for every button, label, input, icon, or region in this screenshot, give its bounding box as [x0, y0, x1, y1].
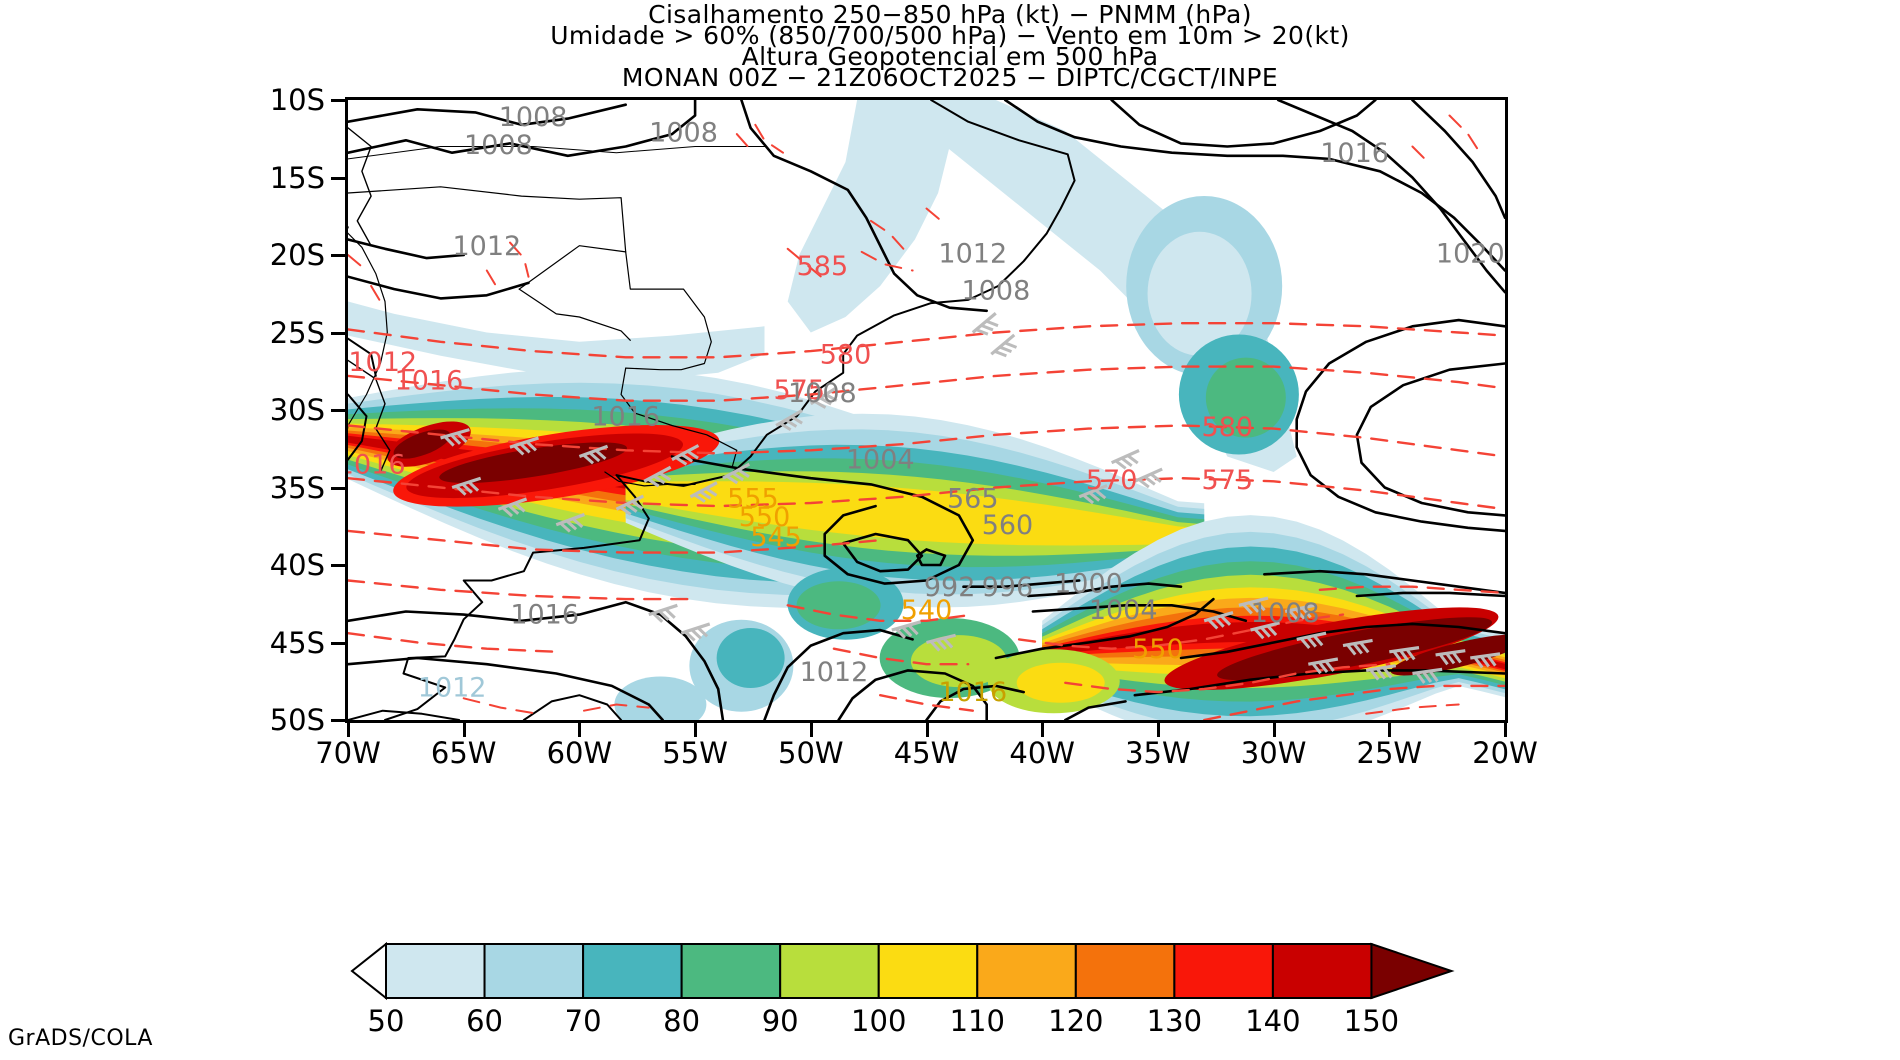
colorbar-tick-label: 70	[564, 1004, 602, 1038]
contour-label: 1016	[591, 401, 660, 432]
contour-label: 1012	[938, 239, 1007, 270]
x-axis-tick	[925, 723, 929, 737]
contour-label: 585	[797, 251, 849, 282]
contour-label: 580	[1202, 412, 1254, 443]
y-axis-label: 25S	[269, 315, 325, 350]
x-axis-label: 55W	[662, 736, 728, 770]
y-axis-label: 50S	[269, 703, 325, 737]
contour-label: 1016	[395, 366, 464, 397]
y-axis-label: 35S	[269, 470, 325, 505]
colorbar-tick-label: 90	[761, 1004, 799, 1038]
x-axis-tick	[1504, 723, 1507, 737]
y-axis-tick	[331, 641, 345, 645]
y-axis-tick	[331, 99, 345, 102]
grads-credit: GrADS/COLA	[8, 1026, 153, 1051]
x-axis-tick	[1041, 723, 1045, 737]
contour-label: 1008	[464, 130, 533, 161]
colorbar-tick-label: 60	[466, 1004, 503, 1038]
colorbar-tick-label: 100	[851, 1004, 907, 1038]
y-axis-tick	[331, 564, 345, 567]
title-line-2: Umidade > 60% (850/700/500 hPa) − Vento …	[550, 21, 1350, 50]
title-line-1: Cisalhamento 250−850 hPa (kt) − PNMM (hP…	[648, 0, 1252, 29]
colorbar-tick-label: 140	[1245, 1004, 1301, 1038]
contour-label: 540	[901, 595, 953, 626]
colorbar-tick-label: 110	[949, 1004, 1005, 1038]
y-axis-label: 10S	[269, 83, 325, 117]
colorbar-tick-label: 50	[367, 1004, 405, 1038]
x-axis-label: 25W	[1356, 736, 1423, 770]
colorbar[interactable]	[348, 940, 1508, 1002]
y-axis-label: 20S	[269, 238, 325, 272]
title-line-3: Altura Geopotencial em 500 hPa	[741, 42, 1159, 71]
contour-label: 1008	[962, 276, 1031, 307]
contour-label: 1008	[1251, 598, 1320, 629]
x-axis-tick	[1156, 723, 1160, 737]
x-axis-label: 20W	[1472, 736, 1538, 770]
y-axis-tick	[331, 331, 345, 335]
chart-title-block: Cisalhamento 250−850 hPa (kt) − PNMM (hP…	[0, 0, 1900, 92]
colorbar-tick-label: 150	[1343, 1004, 1400, 1038]
x-axis-tick	[694, 723, 698, 737]
y-axis-tick	[331, 254, 345, 257]
y-axis-label: 45S	[269, 625, 325, 660]
x-axis-label: 45W	[893, 736, 960, 770]
colorbar-tick-label: 120	[1048, 1004, 1104, 1038]
x-axis-label: 40W	[1009, 736, 1075, 770]
contour-label: 1020	[1436, 239, 1505, 270]
y-axis-tick	[331, 719, 345, 722]
contour-label: 1012	[418, 673, 487, 704]
contour-label: 565	[947, 483, 999, 514]
x-axis-tick	[1272, 723, 1276, 737]
contour-label: 1016	[1320, 138, 1389, 169]
x-axis-label: 60W	[546, 736, 613, 770]
y-axis-label: 15S	[269, 160, 325, 195]
contour-label: 1012	[800, 657, 869, 688]
contour-label: 580	[820, 339, 872, 370]
contour-label: 1008	[649, 118, 718, 149]
x-axis-tick	[347, 723, 350, 737]
contour-label: 1012	[452, 231, 521, 262]
contour-label: 570	[1086, 465, 1138, 496]
y-axis-tick	[331, 409, 345, 412]
x-axis-label: 70W	[315, 736, 381, 770]
y-axis-tick	[331, 176, 345, 180]
y-axis-label: 30S	[269, 393, 325, 427]
contour-label: 1004	[1089, 595, 1158, 626]
x-axis-label: 35W	[1125, 736, 1191, 770]
contour-label: 550	[1132, 634, 1184, 665]
contour-label: 560	[982, 510, 1034, 541]
x-axis-label: 30W	[1240, 736, 1307, 770]
x-axis-tick	[809, 723, 813, 737]
colorbar-labels: 50 60 70 80 90 100 110 120 130 140 150	[348, 1004, 1508, 1040]
x-axis-label: 65W	[430, 736, 497, 770]
colorbar-tick-label: 130	[1146, 1004, 1203, 1038]
contour-label: 545	[750, 522, 802, 553]
contour-label: 1012	[348, 347, 417, 378]
colorbar-swatches	[350, 941, 1455, 1001]
contour-label: 575	[1202, 465, 1254, 496]
contour-label: 1000	[1054, 569, 1123, 600]
contour-label: 1016	[348, 449, 405, 480]
contour-label: 550	[739, 502, 791, 533]
contour-label: 575	[773, 375, 825, 406]
x-axis-tick	[462, 723, 466, 737]
contour-label: 996	[982, 572, 1034, 603]
contour-label: 1008	[788, 378, 857, 409]
map-plot-frame: 1008 1008 1008 1016 1020 1012 585 1012 1008 1012 5…	[345, 97, 1508, 723]
contour-label: 1004	[846, 445, 915, 476]
contour-label: 1016	[510, 600, 579, 631]
contour-label: 555	[727, 483, 779, 514]
title-line-4: MONAN 00Z − 21Z06OCT2025 − DIPTC/CGCT/IN…	[621, 63, 1279, 92]
y-axis-tick	[331, 486, 345, 490]
x-axis-tick	[1388, 723, 1392, 737]
contour-label: 1008	[499, 102, 568, 133]
x-axis-label: 50W	[778, 736, 844, 770]
colorbar-tick-label: 80	[663, 1004, 701, 1038]
x-axis-tick	[578, 723, 582, 737]
contour-label: 1016	[938, 677, 1007, 708]
contour-label: 992	[924, 572, 976, 603]
y-axis-label: 40S	[269, 548, 325, 582]
